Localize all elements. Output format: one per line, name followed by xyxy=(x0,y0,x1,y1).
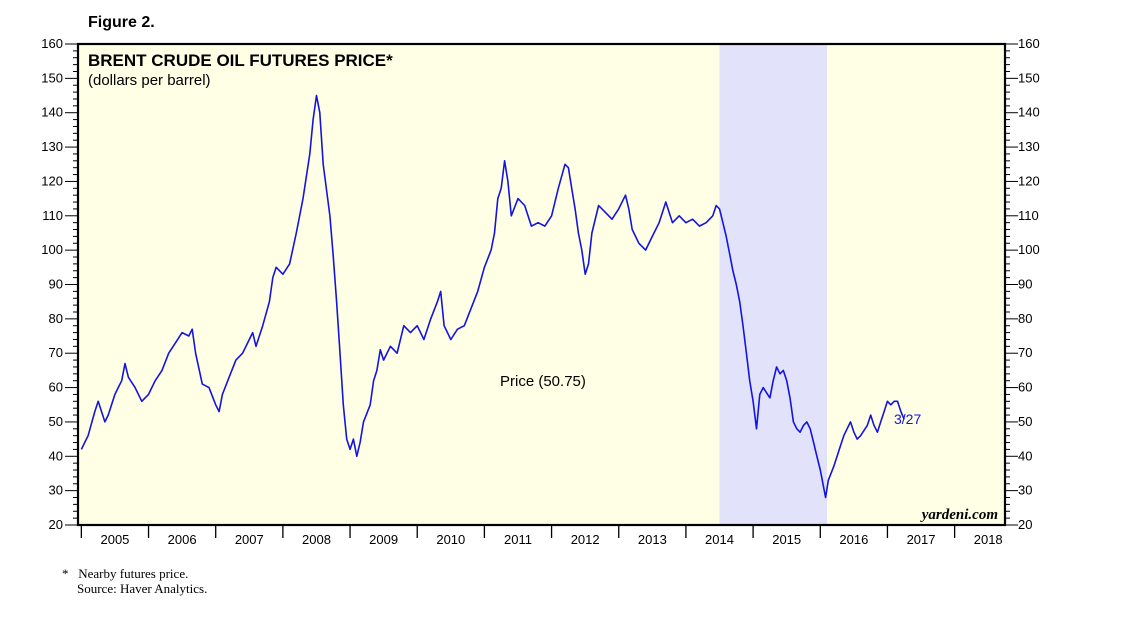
price-series-line xyxy=(80,94,905,499)
x-tick-label: 2015 xyxy=(772,532,801,547)
y-tick-label-left: 150 xyxy=(41,70,63,85)
x-tick-label: 2006 xyxy=(168,532,197,547)
y-tick-label-right: 160 xyxy=(1018,36,1040,51)
y-tick-label-right: 120 xyxy=(1018,173,1040,188)
y-tick-label-left: 130 xyxy=(41,139,63,154)
footnote-note: Nearby futures price. xyxy=(78,566,189,581)
x-tick-label: 2014 xyxy=(705,532,734,547)
y-tick-label-right: 70 xyxy=(1018,345,1032,360)
y-tick-label-right: 90 xyxy=(1018,277,1032,292)
x-axis: 2005 2006 2007 2008 2009 2010 2011 2012 2013 2014… xyxy=(80,525,1003,547)
x-tick-label: 2007 xyxy=(235,532,264,547)
x-tick-label: 2013 xyxy=(638,532,667,547)
y-tick-label-left: 160 xyxy=(41,36,63,51)
x-tick-label: 2010 xyxy=(436,532,465,547)
y-tick-label-right: 40 xyxy=(1018,448,1032,463)
left-axis: 20 30 40 50 60 70 80 90 100 110 120 130 140 150 160 xyxy=(41,36,78,532)
shaded-period-band xyxy=(719,44,827,525)
y-tick-label-left: 110 xyxy=(42,208,63,223)
y-tick-label-right: 110 xyxy=(1018,208,1039,223)
x-tick-label: 2009 xyxy=(369,532,398,547)
price-annotation: Price (50.75) xyxy=(500,373,586,390)
x-tick-label: 2018 xyxy=(974,532,1003,547)
y-tick-label-left: 70 xyxy=(49,345,63,360)
chart-subtitle: (dollars per barrel) xyxy=(88,72,211,89)
footnote-star: * xyxy=(62,566,69,581)
x-tick-label: 2011 xyxy=(504,532,532,547)
y-tick-label-left: 20 xyxy=(49,517,63,532)
y-tick-label-left: 40 xyxy=(49,448,63,463)
y-tick-label-left: 30 xyxy=(49,483,63,498)
x-tick-label: 2012 xyxy=(571,532,600,547)
plot-frame xyxy=(76,42,1007,527)
x-tick-label: 2016 xyxy=(839,532,868,547)
y-tick-label-left: 90 xyxy=(49,277,63,292)
y-tick-label-right: 50 xyxy=(1018,414,1032,429)
footnote-source: Source: Haver Analytics. xyxy=(77,581,208,596)
y-tick-label-right: 30 xyxy=(1018,483,1032,498)
watermark: yardeni.com xyxy=(920,507,998,523)
footnote: * Nearby futures price. Source: Haver An… xyxy=(62,566,207,596)
y-tick-label-right: 60 xyxy=(1018,380,1032,395)
y-tick-label-right: 100 xyxy=(1018,242,1040,257)
y-tick-label-left: 50 xyxy=(49,414,63,429)
y-tick-label-left: 100 xyxy=(41,242,63,257)
y-tick-label-right: 130 xyxy=(1018,139,1040,154)
x-tick-label: 2017 xyxy=(907,532,936,547)
chart-title: BRENT CRUDE OIL FUTURES PRICE* xyxy=(88,51,393,70)
right-axis: 20 30 40 50 60 70 80 90 100 110 120 130 140 150 160 xyxy=(1005,36,1040,532)
y-tick-label-left: 120 xyxy=(41,173,63,188)
figure-label: Figure 2. xyxy=(88,14,155,31)
y-tick-label-left: 60 xyxy=(49,380,63,395)
end-date-label: 3/27 xyxy=(894,411,921,427)
y-tick-label-right: 150 xyxy=(1018,70,1040,85)
plot-background xyxy=(78,44,1005,525)
x-tick-label: 2005 xyxy=(100,532,129,547)
y-tick-label-right: 20 xyxy=(1018,517,1032,532)
y-tick-label-right: 140 xyxy=(1018,105,1040,120)
x-tick-label: 2008 xyxy=(302,532,331,547)
y-tick-label-left: 80 xyxy=(49,311,63,326)
y-tick-label-right: 80 xyxy=(1018,311,1032,326)
y-tick-label-left: 140 xyxy=(41,105,63,120)
